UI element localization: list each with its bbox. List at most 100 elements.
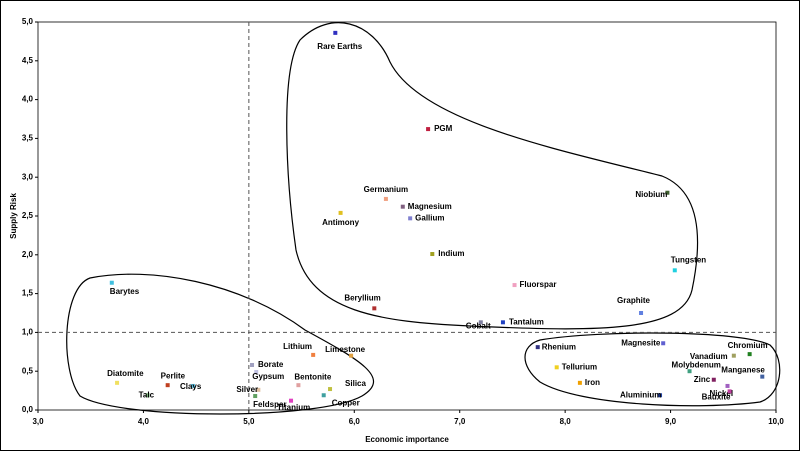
point-label: Feldspar — [253, 400, 286, 409]
y-tick-label: 2,5 — [22, 211, 34, 220]
point-label: Beryllium — [344, 293, 380, 302]
y-tick-label: 4,0 — [22, 95, 34, 104]
y-tick-label: 3,0 — [22, 172, 34, 181]
point-label: Magnesium — [408, 202, 452, 211]
point — [145, 393, 150, 398]
y-tick-label: 3,5 — [22, 134, 34, 143]
group-outline — [66, 273, 375, 415]
point — [321, 393, 326, 398]
point — [760, 374, 765, 379]
point — [333, 30, 338, 35]
point — [535, 345, 540, 350]
point — [250, 362, 255, 367]
point-label: Perlite — [161, 371, 186, 380]
point — [672, 268, 677, 273]
point — [577, 380, 582, 385]
y-axis-label: Supply Risk — [9, 193, 18, 239]
point-label: Chromium — [728, 341, 768, 350]
point — [338, 210, 343, 215]
point — [478, 320, 483, 325]
x-tick-label: 3,0 — [32, 417, 44, 426]
point-label: Cobalt — [466, 321, 491, 330]
point-label: Talc — [139, 390, 155, 399]
point-label: Borate — [258, 360, 284, 369]
point — [658, 393, 663, 398]
point — [727, 389, 732, 394]
y-tick-label: 5,0 — [22, 17, 34, 26]
point — [165, 383, 170, 388]
point — [500, 320, 505, 325]
point-label: Silver — [236, 385, 258, 394]
point-label: Indium — [438, 249, 464, 258]
point-label: Tantalum — [509, 317, 544, 326]
point-label: PGM — [434, 124, 453, 133]
point-label: Fluorspar — [520, 280, 557, 289]
point — [383, 196, 388, 201]
x-tick-label: 4,0 — [138, 417, 150, 426]
point — [725, 383, 730, 388]
point — [747, 352, 752, 357]
x-tick-label: 10,0 — [768, 417, 784, 426]
x-tick-label: 8,0 — [560, 417, 572, 426]
point — [408, 216, 413, 221]
point-label: Antimony — [322, 218, 359, 227]
point-label: Molybdenum — [672, 360, 721, 369]
point-label: Magnesite — [621, 338, 661, 347]
y-tick-label: 0,5 — [22, 366, 34, 375]
point — [554, 365, 559, 370]
point — [349, 353, 354, 358]
y-tick-label: 4,5 — [22, 56, 34, 65]
point — [109, 280, 114, 285]
point-label: Copper — [332, 398, 360, 407]
point — [512, 283, 517, 288]
point-label: Nickel — [710, 389, 734, 398]
x-tick-label: 9,0 — [665, 417, 677, 426]
group-outline — [524, 332, 781, 407]
point — [289, 398, 294, 403]
point-label: Barytes — [110, 287, 140, 296]
point-label: Graphite — [617, 296, 650, 305]
point-label: Zinc — [694, 375, 711, 384]
point — [400, 204, 405, 209]
point — [254, 369, 259, 374]
y-tick-label: 1,5 — [22, 289, 34, 298]
x-axis-label: Economic importance — [365, 435, 449, 444]
point-label: Clays — [180, 382, 202, 391]
point-label: Titanium — [277, 403, 310, 412]
point — [253, 394, 258, 399]
point-label: Gallium — [415, 213, 444, 222]
point-label: Rare Earths — [317, 42, 362, 51]
point-label: Manganese — [721, 366, 765, 375]
point — [711, 377, 716, 382]
y-tick-label: 2,0 — [22, 250, 34, 259]
y-tick-label: 1,0 — [22, 328, 34, 337]
point — [430, 252, 435, 257]
point — [372, 306, 377, 311]
point-label: Limestone — [325, 345, 366, 354]
x-tick-label: 7,0 — [454, 417, 466, 426]
group-outline — [286, 22, 699, 330]
point-label: Tungsten — [671, 255, 707, 264]
point-label: Bentonite — [294, 372, 331, 381]
point-label: Vanadium — [690, 352, 728, 361]
point-label: Rhenium — [542, 342, 576, 351]
point-label: Diatomite — [107, 369, 144, 378]
point — [328, 387, 333, 392]
point-label: Aluminium — [620, 390, 661, 399]
point — [687, 369, 692, 374]
point-label: Gypsum — [252, 372, 284, 381]
point — [426, 127, 431, 132]
point-label: Lithium — [283, 342, 312, 351]
point — [115, 380, 120, 385]
y-tick-label: 0,0 — [22, 405, 34, 414]
point — [665, 190, 670, 195]
point-label: Germanium — [364, 185, 408, 194]
x-tick-label: 5,0 — [243, 417, 255, 426]
point — [639, 311, 644, 315]
point — [311, 352, 316, 357]
point-label: Tellurium — [562, 362, 597, 371]
point — [256, 387, 261, 392]
point-label: Silica — [345, 379, 366, 388]
point — [296, 383, 301, 388]
